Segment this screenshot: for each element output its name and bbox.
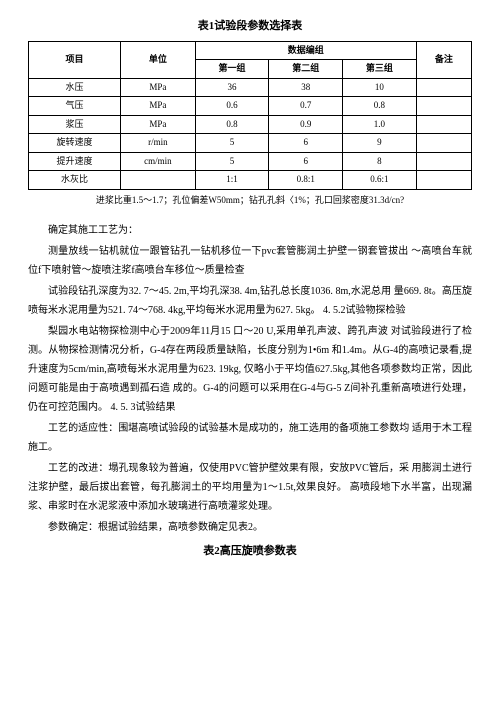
table-row: 气压 MPa 0.6 0.7 0.8 — [29, 97, 472, 116]
cell-remark — [416, 97, 471, 116]
cell-unit: cm/min — [121, 152, 196, 171]
th-group2: 第二组 — [269, 60, 343, 79]
cell-unit: MPa — [121, 97, 196, 116]
table1: 项目 单位 数据编组 备注 第一组 第二组 第三组 水压 MPa 36 38 1… — [28, 41, 472, 190]
cell-v2: 6 — [269, 134, 343, 153]
cell-unit — [121, 171, 196, 190]
cell-v1: 0.6 — [195, 97, 269, 116]
table-row: 浆压 MPa 0.8 0.9 1.0 — [29, 115, 472, 134]
cell-v1: 36 — [195, 78, 269, 97]
table-row: 水压 MPa 36 38 10 — [29, 78, 472, 97]
cell-item: 水压 — [29, 78, 121, 97]
cell-remark — [416, 115, 471, 134]
cell-v2: 0.9 — [269, 115, 343, 134]
cell-v1: 0.8 — [195, 115, 269, 134]
cell-v2: 6 — [269, 152, 343, 171]
th-remark: 备注 — [416, 41, 471, 78]
th-unit: 单位 — [121, 41, 196, 78]
cell-remark — [416, 171, 471, 190]
paragraph-6: 工艺的改进：塌孔现象较为普遍，仅使用PVC管护壁效果有限，安放PVC管后，采 用… — [28, 459, 472, 516]
paragraph-4: 梨园水电站物探检测中心于2009年11月15 口～20 U,采用单孔声波、跨孔声… — [28, 322, 472, 417]
cell-v1: 5 — [195, 134, 269, 153]
table1-title: 表1试验段参数选择表 — [28, 18, 472, 35]
cell-v2: 38 — [269, 78, 343, 97]
table-row: 旋转速度 r/min 5 6 9 — [29, 134, 472, 153]
cell-unit: r/min — [121, 134, 196, 153]
cell-unit: MPa — [121, 115, 196, 134]
paragraph-3: 试验段钻孔深度为32. 7～45. 2m,平均孔深38. 4m,钻孔总长度103… — [28, 282, 472, 320]
cell-remark — [416, 78, 471, 97]
paragraph-1: 确定其施工工艺为： — [28, 221, 472, 240]
cell-unit: MPa — [121, 78, 196, 97]
cell-v3: 8 — [343, 152, 417, 171]
cell-remark — [416, 152, 471, 171]
table-row: 水灰比 1:1 0.8:1 0.6:1 — [29, 171, 472, 190]
cell-v3: 9 — [343, 134, 417, 153]
cell-item: 提升速度 — [29, 152, 121, 171]
cell-v1: 1:1 — [195, 171, 269, 190]
cell-v3: 1.0 — [343, 115, 417, 134]
paragraph-2: 测量放线一钻机就位一跟管钻孔一钻机移位一下pvc套管膨润土护壁一钢套管拔出 ～高… — [28, 242, 472, 280]
cell-item: 旋转速度 — [29, 134, 121, 153]
cell-v3: 0.8 — [343, 97, 417, 116]
cell-v1: 5 — [195, 152, 269, 171]
table1-note: 进浆比重1.5～1.7；孔位偏差W50mm；钻孔孔斜〈1%；孔口回浆密度31.3… — [28, 194, 472, 208]
th-item: 项目 — [29, 41, 121, 78]
cell-v2: 0.8:1 — [269, 171, 343, 190]
cell-v3: 0.6:1 — [343, 171, 417, 190]
cell-v3: 10 — [343, 78, 417, 97]
th-group3: 第三组 — [343, 60, 417, 79]
table2-title: 表2高压旋喷参数表 — [28, 543, 472, 560]
paragraph-7: 参数确定：根据试验结果，高喷参数确定见表2。 — [28, 518, 472, 537]
cell-v2: 0.7 — [269, 97, 343, 116]
cell-item: 气压 — [29, 97, 121, 116]
paragraph-5: 工艺的适应性：围堪高喷试验段的试验基木是成功的，施工选用的备项施工参数均 适用于… — [28, 419, 472, 457]
th-datagroup: 数据编组 — [195, 41, 416, 60]
cell-remark — [416, 134, 471, 153]
cell-item: 水灰比 — [29, 171, 121, 190]
cell-item: 浆压 — [29, 115, 121, 134]
th-group1: 第一组 — [195, 60, 269, 79]
table-row: 提升速度 cm/min 5 6 8 — [29, 152, 472, 171]
